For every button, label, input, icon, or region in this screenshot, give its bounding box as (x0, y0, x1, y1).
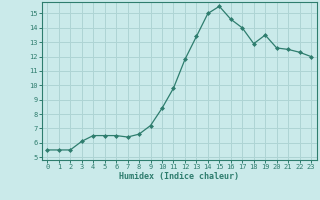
X-axis label: Humidex (Indice chaleur): Humidex (Indice chaleur) (119, 172, 239, 181)
